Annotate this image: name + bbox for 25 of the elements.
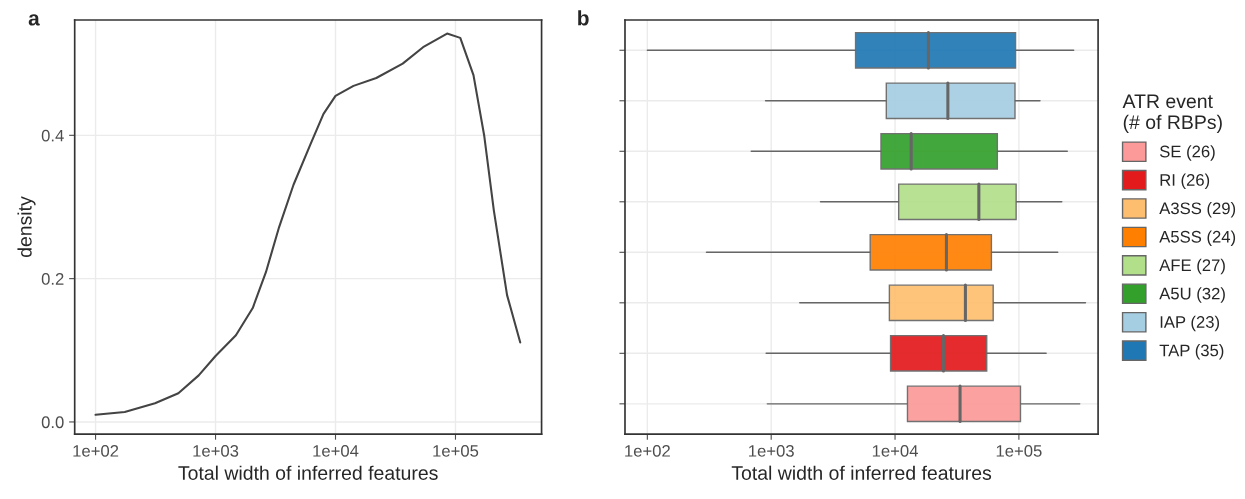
x-tick-label: 1e+03 — [749, 444, 794, 457]
chart-title: a — [28, 14, 40, 26]
y-tick-label: 0.2 — [41, 273, 64, 285]
legend-label: A5U (32) — [1159, 287, 1225, 303]
legend-label: RI (26) — [1160, 173, 1210, 190]
x-tick-label: 1e+02 — [625, 444, 670, 457]
x-tick-label: 1e+05 — [996, 444, 1042, 457]
legend-label: A5SS (24) — [1159, 230, 1236, 246]
x-tick-label: 1e+05 — [433, 444, 479, 457]
legend-label: A3SS (29) — [1159, 202, 1236, 218]
x-axis-title: Total width of inferred features — [731, 465, 992, 480]
chart-title: b — [578, 10, 589, 26]
legend-label: TAP (35) — [1159, 344, 1224, 360]
legend-title: ATR event (# of RBPs) — [1122, 94, 1222, 133]
legend-label: SE (26) — [1159, 145, 1215, 161]
x-tick-label: 1e+04 — [872, 444, 918, 457]
x-axis-title: Total width of inferred features — [178, 465, 438, 480]
legend-label: AFE (27) — [1159, 258, 1225, 275]
x-tick-label: 1e+02 — [73, 444, 119, 457]
x-tick-label: 1e+03 — [193, 444, 239, 457]
x-tick-label: 1e+04 — [313, 444, 359, 457]
legend-label: IAP (23) — [1160, 315, 1220, 332]
y-axis-title: density — [17, 196, 36, 258]
y-tick-label: 0.0 — [41, 416, 64, 429]
y-tick-label: 0.4 — [41, 129, 64, 142]
